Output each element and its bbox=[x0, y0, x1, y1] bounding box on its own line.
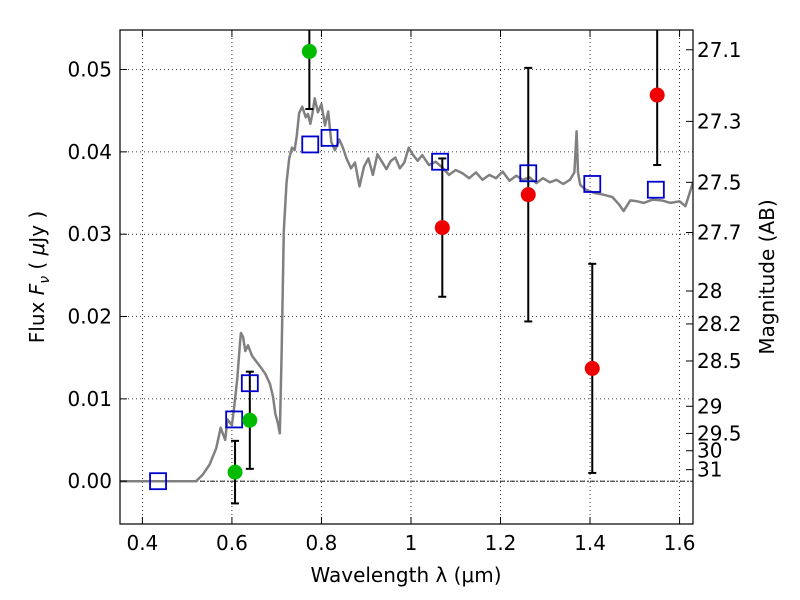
x-axis-title: Wavelength λ (μm) bbox=[310, 563, 501, 587]
y-axis-title-part: F bbox=[25, 283, 49, 295]
y-tick-label: 0.04 bbox=[67, 140, 112, 164]
y2-tick-label: 27.7 bbox=[697, 221, 742, 245]
detection-point bbox=[227, 464, 243, 480]
y2-tick-label: 29 bbox=[697, 394, 722, 418]
y2-tick-label: 27.3 bbox=[697, 109, 742, 133]
y-tick-label: 0.03 bbox=[67, 222, 112, 246]
y-axis-title-part: Jy ) bbox=[25, 211, 49, 245]
y2-tick-label: 28.2 bbox=[697, 312, 742, 336]
y-tick-label: 0.00 bbox=[67, 469, 112, 493]
x-tick-label: 0.4 bbox=[126, 531, 158, 555]
model-photometry-square bbox=[240, 374, 259, 393]
y-axis-title-part: ν bbox=[37, 276, 53, 284]
model-photometry-square bbox=[431, 152, 449, 171]
upper-limit-point bbox=[434, 220, 450, 236]
upper-limit-point bbox=[520, 187, 536, 203]
y2-tick-label: 28 bbox=[697, 279, 722, 303]
y-axis-title-part: Flux bbox=[25, 295, 49, 343]
upper-limit-point bbox=[584, 360, 600, 376]
y2-tick-label: 30 bbox=[697, 439, 722, 463]
plot-area bbox=[120, 30, 693, 524]
model-photometry-square bbox=[149, 472, 167, 491]
model-photometry-square bbox=[646, 180, 665, 199]
y2-tick-label: 27.5 bbox=[697, 170, 742, 194]
model-photometry-square bbox=[583, 175, 602, 193]
model-photometry-square bbox=[320, 128, 339, 147]
y-axis-title-part: ( bbox=[25, 255, 49, 276]
y-tick-label: 0.02 bbox=[67, 305, 112, 329]
axis-ticks: 0.4 0.6 0.8 1 1.2 1.4 1.6 0.00 0.01 0.02 0.03 0.04 0… bbox=[67, 30, 742, 555]
x-tick-label: 1.4 bbox=[574, 531, 606, 555]
x-tick-label: 0.8 bbox=[306, 531, 338, 555]
detection-point bbox=[301, 43, 317, 59]
x-tick-label: 1.2 bbox=[485, 531, 517, 555]
y2-tick-label: 28.5 bbox=[697, 349, 742, 373]
upper-limit-point bbox=[649, 87, 665, 103]
data-marks bbox=[120, 30, 693, 505]
y2-tick-label: 29.5 bbox=[697, 421, 742, 445]
y2-tick-label: 31 bbox=[697, 458, 722, 482]
x-tick-label: 0.6 bbox=[216, 531, 248, 555]
plot-frame bbox=[119, 29, 694, 525]
model-spectrum-line bbox=[120, 97, 693, 483]
y2-tick-label: 27.1 bbox=[697, 38, 742, 62]
x-tick-label: 1.6 bbox=[664, 531, 696, 555]
model-photometry-square bbox=[519, 164, 538, 183]
y-axis-title: Flux Fν ( μJy ) bbox=[25, 211, 53, 343]
detection-point bbox=[242, 412, 258, 428]
y-tick-label: 0.01 bbox=[67, 387, 112, 411]
y2-axis-title: Magnitude (AB) bbox=[755, 199, 779, 354]
x-tick-label: 1 bbox=[405, 531, 418, 555]
y-axis-title-part: μ bbox=[25, 243, 49, 257]
y-tick-label: 0.05 bbox=[67, 58, 112, 82]
model-photometry-square bbox=[225, 410, 244, 429]
model-photometry-square bbox=[301, 135, 320, 154]
